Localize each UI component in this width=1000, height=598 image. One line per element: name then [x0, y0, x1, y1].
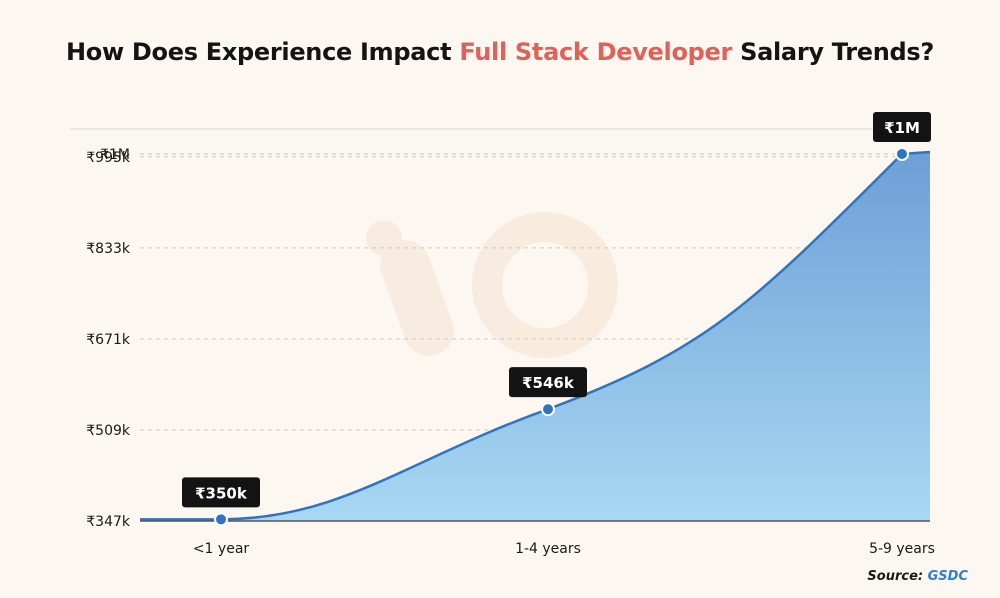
- series-line: [140, 150, 931, 521]
- y-tick-label: ₹1M: [100, 147, 130, 163]
- source-note: Source: GSDC: [867, 569, 968, 584]
- x-tick-label: <1 year: [193, 541, 250, 557]
- data-point: [214, 512, 228, 527]
- data-label-box: [182, 477, 260, 508]
- x-tick-label: 5-9 years: [869, 541, 935, 557]
- data-label: ₹350k: [195, 484, 248, 502]
- title-prefix: How Does Experience Impact: [66, 38, 452, 66]
- data-point: [895, 147, 909, 161]
- y-tick-label: ₹833k: [86, 241, 131, 257]
- title-highlight: Full Stack Developer: [459, 38, 733, 66]
- x-axis-ticks: <1 year 1-4 years 5-9 years: [193, 541, 935, 557]
- data-label: ₹1M: [884, 119, 920, 137]
- area-fill: [140, 152, 930, 521]
- y-tick-label: ₹995k: [86, 150, 131, 166]
- data-label: ₹546k: [522, 374, 575, 392]
- chart-title: How Does Experience Impact Full Stack De…: [0, 38, 1000, 66]
- y-tick-label: ₹347k: [86, 514, 131, 530]
- y-tick-label: ₹509k: [86, 423, 131, 439]
- source-name: GSDC: [927, 569, 968, 584]
- watermark-logo: [366, 212, 618, 358]
- data-label-box: [873, 112, 931, 142]
- data-points: ₹350k ₹546k ₹1M: [182, 112, 931, 527]
- data-point: [541, 402, 555, 417]
- source-label: Source:: [867, 569, 924, 584]
- data-label-box: [509, 367, 587, 398]
- x-tick-label: 1-4 years: [515, 541, 581, 557]
- y-axis-ticks: ₹347k ₹509k ₹671k ₹833k ₹995k₹1M: [86, 147, 131, 530]
- title-suffix: Salary Trends?: [740, 38, 934, 66]
- y-tick-label: ₹671k: [86, 332, 131, 348]
